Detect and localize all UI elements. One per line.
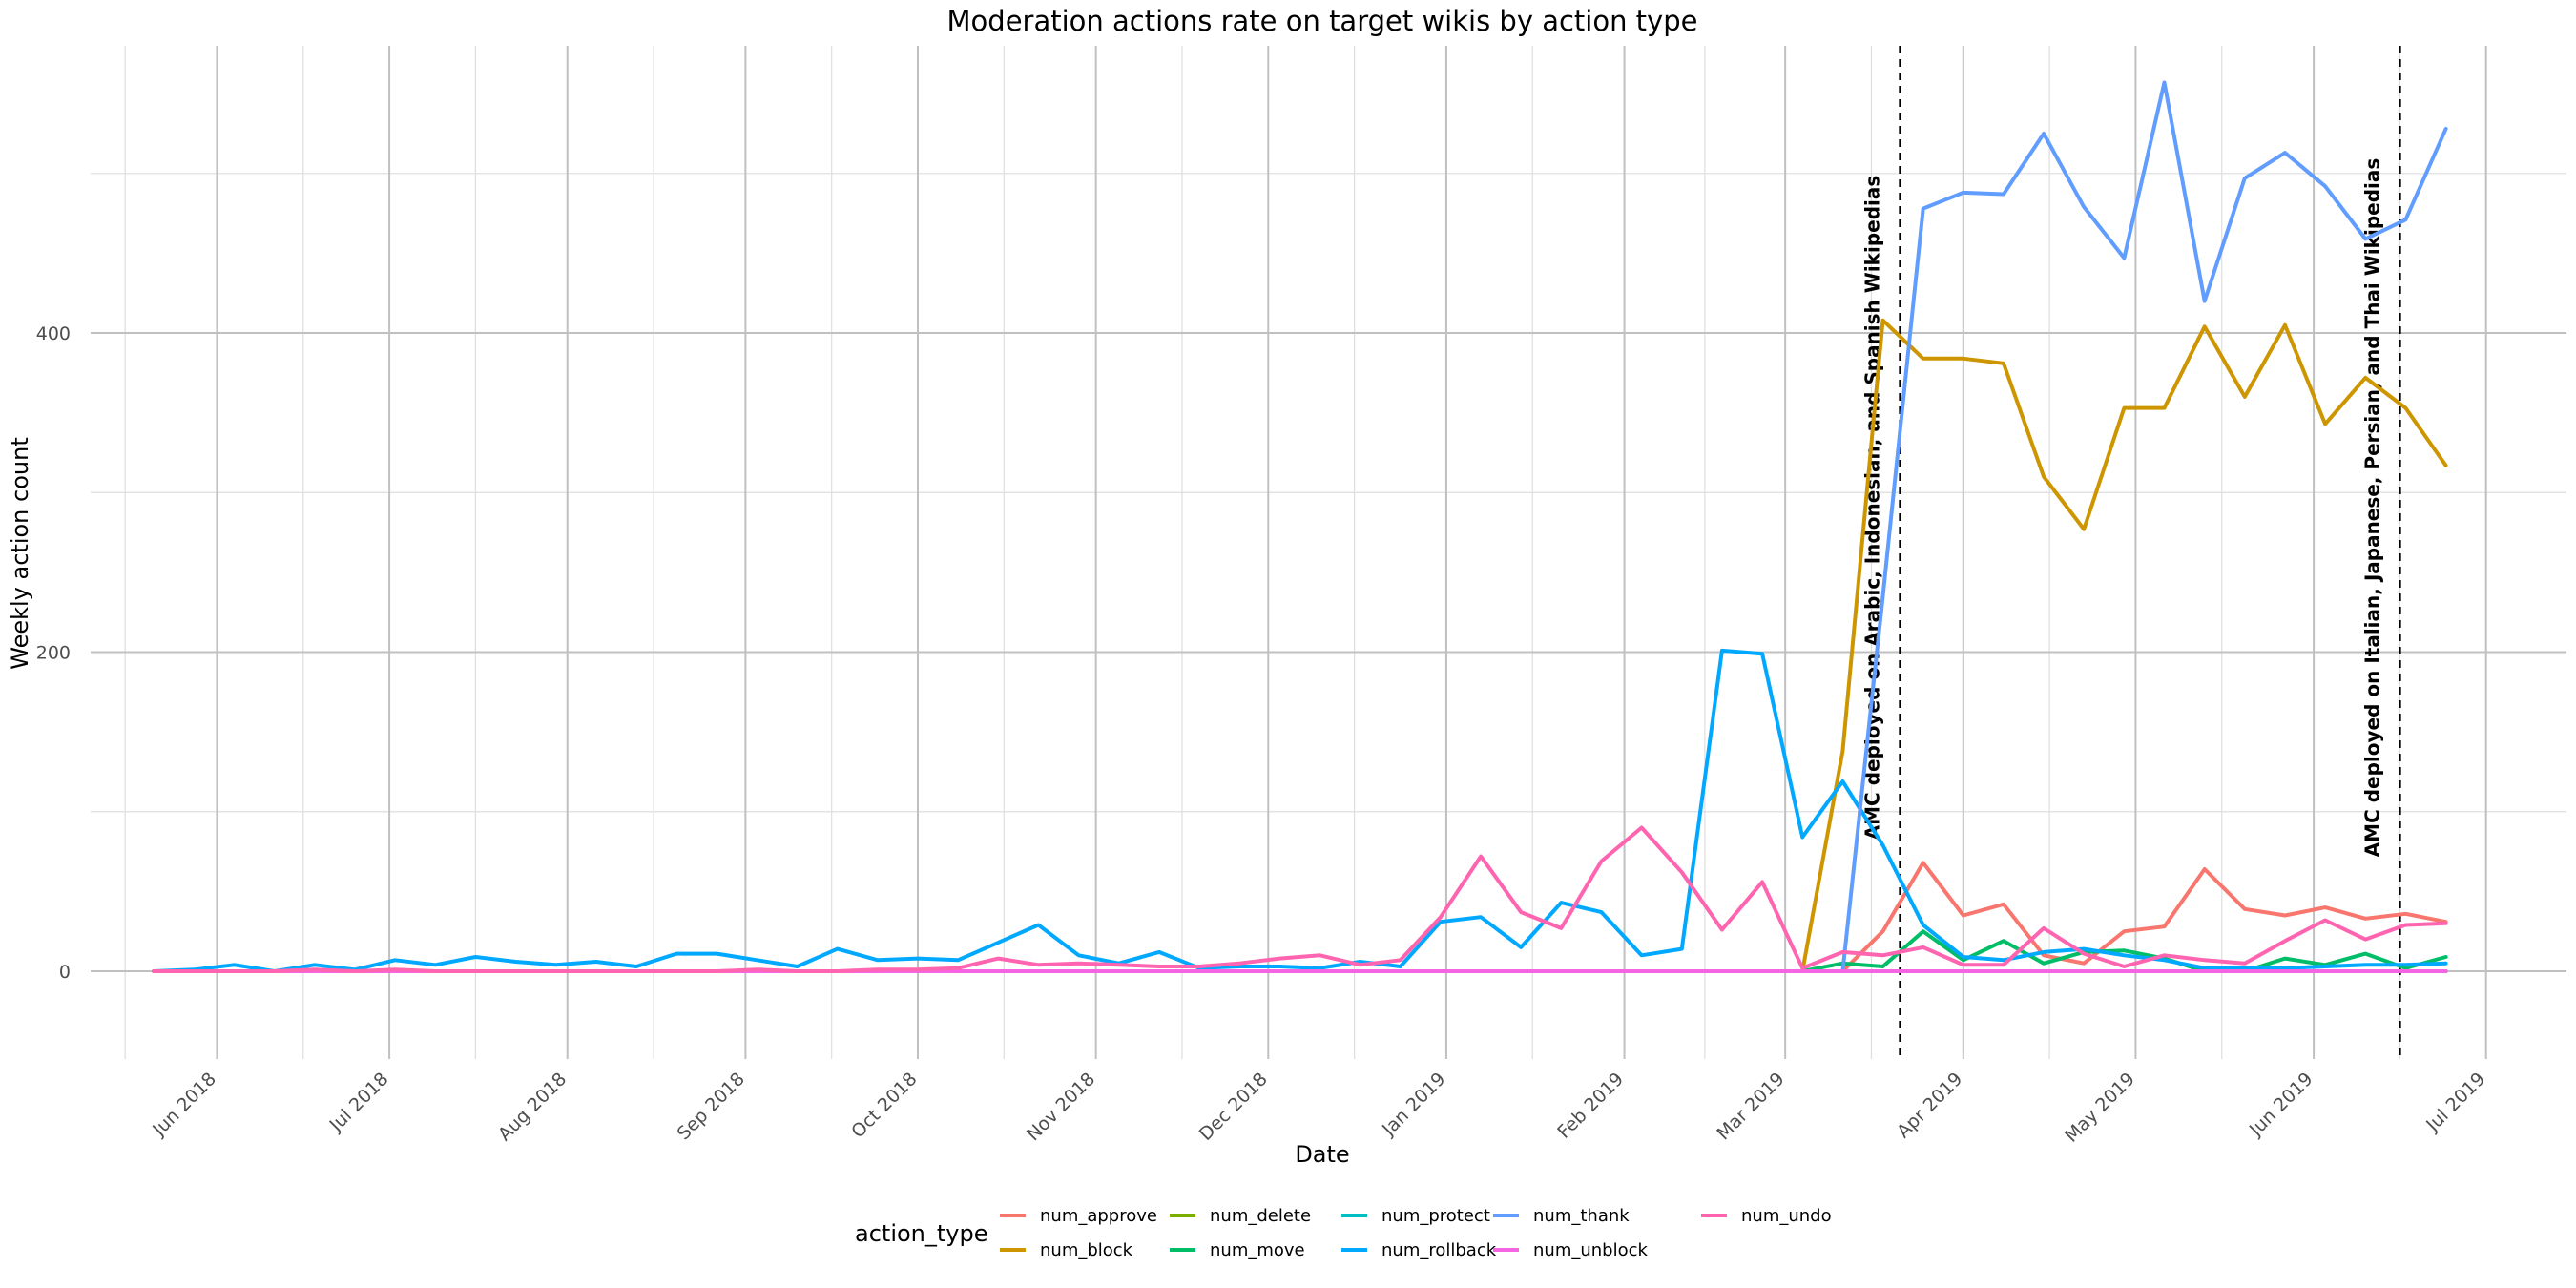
legend-label: num_approve [1040, 1206, 1157, 1226]
x-tick-label: Feb 2019 [1553, 1069, 1628, 1143]
x-tick-label: May 2019 [2061, 1069, 2139, 1147]
x-tick-label: Jul 2018 [325, 1069, 393, 1136]
legend-label: num_block [1040, 1240, 1133, 1260]
x-tick-label: Apr 2019 [1893, 1069, 1966, 1142]
y-axis: 0 200 400 [36, 323, 71, 983]
legend-label: num_delete [1210, 1206, 1311, 1226]
x-axis-title: Date [1295, 1141, 1349, 1168]
y-tick-label: 0 [59, 962, 71, 983]
chart-title: Moderation actions rate on target wikis … [947, 5, 1698, 37]
legend-label: num_undo [1741, 1206, 1832, 1226]
y-tick-label: 400 [36, 323, 71, 344]
y-axis-title: Weekly action count [7, 437, 33, 669]
grid [91, 46, 2566, 1059]
y-tick-label: 200 [36, 643, 71, 664]
x-tick-label: Nov 2018 [1023, 1069, 1099, 1145]
x-tick-label: Mar 2019 [1713, 1069, 1788, 1144]
annotation-label: AMC deployed on Italian, Japanese, Persi… [2360, 158, 2383, 858]
legend-label: num_move [1210, 1240, 1305, 1260]
series-line-num_thank [152, 80, 2448, 973]
x-tick-label: Dec 2018 [1195, 1069, 1272, 1145]
x-tick-label: Sep 2018 [674, 1069, 749, 1144]
series-lines [152, 80, 2448, 973]
series-line-num_block [152, 318, 2448, 973]
x-axis: Jun 2018 Jul 2018 Aug 2018 Sep 2018 Oct 2018… [148, 1069, 2489, 1147]
legend-label: num_rollback [1381, 1240, 1497, 1260]
x-tick-label: Jan 2019 [1378, 1069, 1449, 1140]
legend: action_type num_approve num_block num_dele… [855, 1206, 1832, 1260]
legend-label: num_unblock [1533, 1240, 1649, 1260]
legend-label: num_thank [1533, 1206, 1630, 1226]
legend-label: num_protect [1381, 1206, 1490, 1226]
x-tick-label: Jul 2019 [2421, 1069, 2489, 1136]
x-tick-label: Aug 2018 [494, 1069, 571, 1145]
x-tick-label: Jun 2018 [148, 1069, 220, 1141]
x-tick-label: Jun 2019 [2245, 1069, 2317, 1141]
x-tick-label: Oct 2018 [847, 1069, 921, 1142]
series-line-num_rollback [152, 648, 2448, 973]
series-line-num_undo [152, 825, 2448, 973]
legend-title: action_type [855, 1220, 988, 1247]
